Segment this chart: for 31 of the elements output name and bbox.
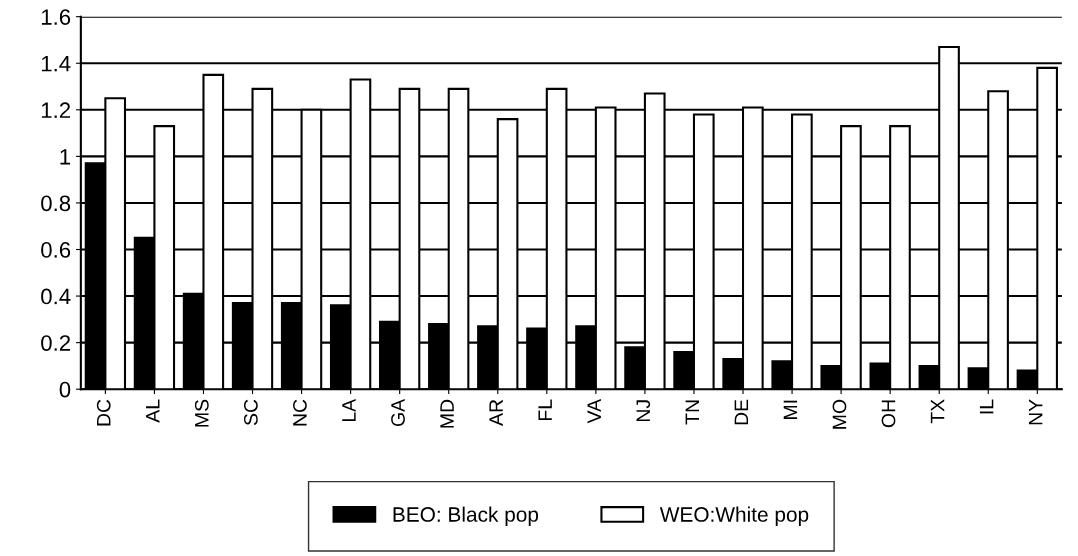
x-tick-label: DC — [96, 399, 111, 426]
x-tick-label: AR — [489, 399, 503, 426]
x-tick-label: MO — [832, 399, 847, 429]
x-tick-label: NJ — [636, 400, 651, 422]
y-tick-label: 0 — [59, 381, 71, 398]
y-tick-label: 1 — [60, 149, 71, 165]
y-tick-label: 0.2 — [41, 335, 71, 351]
x-tick-label: GA — [391, 398, 405, 427]
x-tick-label: NC — [293, 399, 307, 426]
y-tick-label: 0.8 — [41, 195, 71, 212]
y-tick-label: 1.2 — [41, 102, 71, 118]
y-tick-label: 0.6 — [41, 242, 71, 258]
x-tick-label: SC — [243, 399, 258, 426]
y-tick-label: 1.4 — [41, 56, 71, 72]
x-tick-label: TX — [930, 399, 945, 424]
x-tick-label: TN — [685, 400, 699, 425]
legend-label: WEO:White pop — [659, 506, 809, 526]
legend-label: BEO: Black pop — [393, 506, 539, 526]
x-tick-label: IL — [979, 399, 994, 414]
y-tick-label: 0.4 — [41, 288, 71, 305]
x-tick-label: NY — [1028, 399, 1043, 425]
x-tick-label: MD — [440, 399, 454, 428]
y-tick-label: 1.6 — [41, 9, 71, 25]
x-tick-label: VA — [587, 398, 601, 424]
x-tick-label: DE — [734, 399, 749, 425]
x-tick-label: FL — [538, 399, 552, 421]
x-tick-label: MI — [783, 400, 798, 419]
x-tick-label: OH — [881, 400, 896, 428]
x-tick-label: MS — [194, 399, 209, 427]
x-tick-label: AL — [146, 399, 160, 423]
x-tick-label: LA — [342, 398, 356, 422]
